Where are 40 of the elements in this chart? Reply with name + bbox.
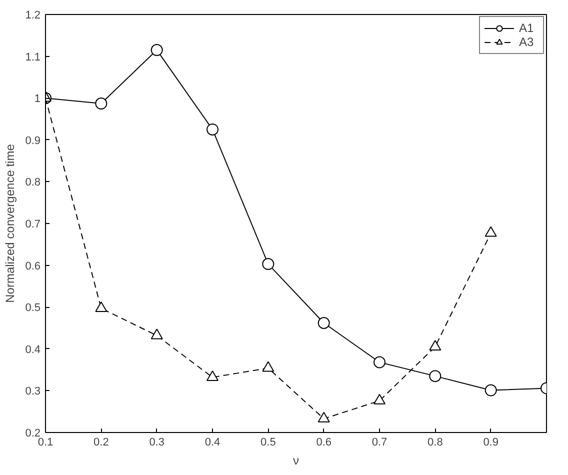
- y-tick-label: 1.2: [25, 10, 41, 22]
- point: [95, 302, 108, 312]
- point: [374, 356, 386, 368]
- x-tick-label: 0.5: [260, 436, 276, 448]
- x-axis-title: ν: [293, 454, 299, 468]
- x-tick-label: 0.6: [316, 436, 332, 448]
- y-tick-label: 0.2: [25, 428, 41, 440]
- point: [206, 123, 218, 136]
- x-tick-label: 0.8: [428, 436, 443, 448]
- y-tick-label: 0.4: [25, 344, 41, 356]
- point: [150, 44, 163, 56]
- y-tick-label: 0.3: [25, 386, 41, 398]
- y-tick-label: 1: [34, 93, 41, 106]
- point: [484, 226, 497, 237]
- point: [318, 412, 330, 422]
- y-tick-label: 0.7: [25, 218, 41, 230]
- legend-label: A3: [519, 35, 535, 49]
- y-tick-label: 0.9: [25, 134, 41, 147]
- point: [206, 370, 218, 381]
- point: [429, 370, 442, 382]
- legend-label: A1: [519, 21, 535, 35]
- y-tick-label: 1.1: [25, 51, 41, 64]
- x-tick-label: 0.2: [94, 436, 109, 448]
- y-tick-label: 0.8: [25, 176, 41, 189]
- point: [150, 328, 163, 340]
- point: [262, 361, 274, 372]
- x-tick-label: 0.3: [149, 436, 164, 448]
- point: [318, 316, 330, 329]
- y-axis-title: Normalized convergence time: [3, 144, 18, 303]
- point: [262, 258, 274, 270]
- y-tick-label: 0.5: [25, 302, 41, 314]
- x-tick-label: 0.4: [204, 436, 220, 448]
- point: [95, 98, 108, 110]
- y-tick-label: 0.6: [25, 260, 41, 272]
- x-tick-label: 0.9: [483, 436, 498, 448]
- x-tick-label: 0.1: [38, 436, 54, 448]
- point: [374, 394, 386, 404]
- point: [429, 340, 442, 350]
- point: [484, 384, 497, 396]
- x-tick-label: 0.7: [372, 436, 388, 448]
